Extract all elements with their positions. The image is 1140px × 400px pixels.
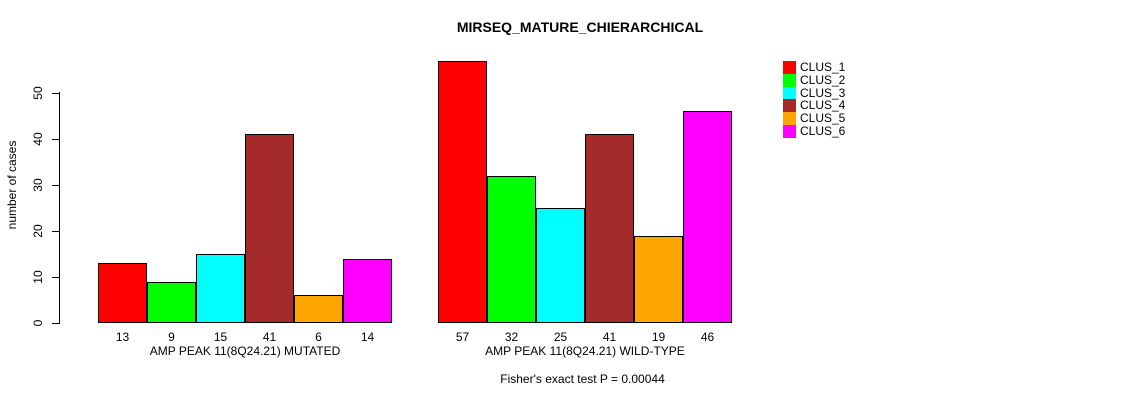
bar-value-label: 9 (168, 330, 175, 344)
legend-label: CLUS_4 (800, 98, 846, 112)
bar-value-label: 6 (315, 330, 322, 344)
bar-clus_4 (245, 134, 294, 323)
bar-clus_1 (98, 263, 147, 323)
legend-label: CLUS_3 (800, 86, 846, 100)
bar-value-label: 57 (455, 330, 470, 344)
bar-clus_2 (487, 176, 536, 323)
bar-clus_3 (536, 208, 585, 323)
bar-clus_6 (683, 111, 732, 323)
y-axis-tick-label: 40 (31, 132, 45, 146)
bar-clus_6 (343, 259, 392, 323)
bar-value-label: 32 (504, 330, 519, 344)
bar-value-label: 41 (262, 330, 277, 344)
bar-clus_1 (438, 61, 487, 323)
bar-value-label: 19 (651, 330, 666, 344)
bar-value-label: 15 (213, 330, 228, 344)
y-axis-tick-label: 30 (31, 178, 45, 192)
legend-swatch (783, 112, 796, 125)
y-axis-tick (52, 277, 59, 278)
bar-value-label: 13 (115, 330, 130, 344)
legend-swatch (783, 99, 796, 112)
legend-label: CLUS_2 (800, 73, 846, 87)
y-axis-tick (52, 231, 59, 232)
legend-label: CLUS_6 (800, 124, 846, 138)
legend-swatch (783, 87, 796, 100)
bar-clus_2 (147, 282, 196, 323)
legend-item: CLUS_5 (783, 112, 845, 125)
bar-value-label: 25 (553, 330, 568, 344)
y-axis-tick-label: 10 (31, 270, 45, 284)
legend-label: CLUS_5 (800, 111, 846, 125)
y-axis-tick (52, 185, 59, 186)
x-axis-group-label: AMP PEAK 11(8Q24.21) WILD-TYPE (485, 344, 685, 358)
legend-item: CLUS_4 (783, 99, 845, 112)
annotation-text: Fisher's exact test P = 0.00044 (500, 372, 665, 386)
legend-item: CLUS_1 (783, 61, 845, 74)
legend-item: CLUS_3 (783, 87, 845, 100)
y-axis-tick (52, 93, 59, 94)
x-axis-group-label: AMP PEAK 11(8Q24.21) MUTATED (149, 344, 341, 358)
legend-swatch (783, 74, 796, 87)
legend-label: CLUS_1 (800, 60, 846, 74)
y-axis-tick-label: 20 (31, 224, 45, 238)
bar-clus_5 (634, 236, 683, 323)
legend-swatch (783, 125, 796, 138)
bar-value-label: 41 (602, 330, 617, 344)
legend-swatch (783, 61, 796, 74)
bar-clus_4 (585, 134, 634, 323)
y-axis-tick (52, 139, 59, 140)
bar-clus_5 (294, 295, 343, 323)
legend-item: CLUS_6 (783, 125, 845, 138)
chart-title: MIRSEQ_MATURE_CHIERARCHICAL (456, 19, 704, 35)
y-axis-line (59, 92, 60, 324)
bar-value-label: 46 (700, 330, 715, 344)
legend-item: CLUS_2 (783, 74, 845, 87)
bar-clus_3 (196, 254, 245, 323)
bar-value-label: 14 (360, 330, 375, 344)
y-axis-tick (52, 323, 59, 324)
y-axis-tick-label: 50 (31, 86, 45, 100)
y-axis-tick-label: 0 (31, 319, 45, 327)
